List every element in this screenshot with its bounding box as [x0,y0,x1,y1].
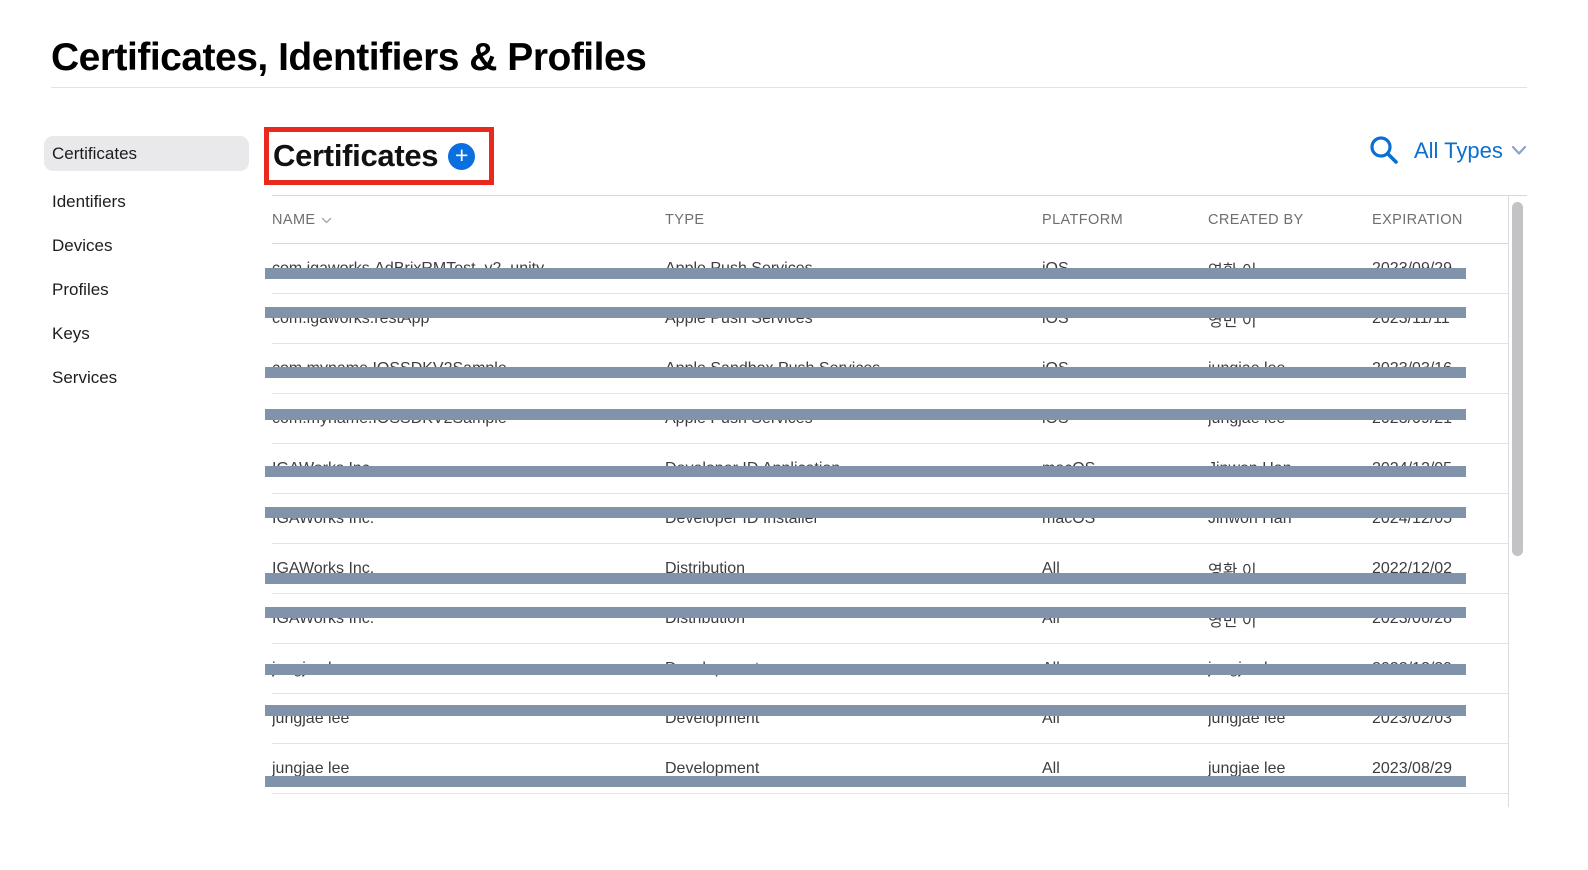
cell-name: jungjae lee [272,709,350,727]
cell-name: com.igaworks.AdBrixRMTest_v2_unity [272,259,545,277]
redaction-bar [265,776,1466,787]
table-row[interactable]: com.igaworks.AdBrixRMTest_v2_unity Apple… [265,244,1508,294]
cell-created-by: 영빈 이 [1208,312,1257,330]
search-button[interactable] [1368,134,1400,169]
cell-name: IGAWorks Inc. [272,609,375,627]
cell-type: Developer ID Application [665,459,841,477]
sidebar-item-keys[interactable]: Keys [52,323,90,343]
cell-expiration: 2023/09/29 [1372,259,1453,277]
cell-created-by: 영빈 이 [1208,612,1257,630]
cell-platform: iOS [1042,409,1069,427]
cell-platform: All [1042,609,1060,627]
table-row[interactable]: IGAWorks Inc. Developer ID Installer mac… [265,494,1508,544]
cell-created-by: 영환 이 [1208,562,1257,580]
scrollbar-thumb[interactable] [1512,202,1523,556]
certificates-table: NAME TYPE PLATFORM CREATED BY EXPIRATION com… [265,195,1527,807]
cell-created-by: jungjae lee [1208,759,1286,777]
cell-type: Development [665,759,760,777]
type-filter-dropdown[interactable]: All Types [1414,138,1527,164]
cell-platform: All [1042,709,1060,727]
table-row[interactable]: jungjae lee Development All jungjae lee … [265,744,1508,794]
annotation-highlight-box: Certificates + [264,127,494,185]
cell-expiration: 2023/11/11 [1372,309,1450,327]
cell-name: com.myname.IOSSDKV2Sample [272,409,507,427]
cell-platform: iOS [1042,309,1069,327]
cell-expiration: 2022/12/02 [1372,559,1453,577]
cell-type: Apple Push Services [665,259,813,277]
sidebar-item-certificates[interactable]: Certificates [44,136,249,171]
table-row[interactable]: IGAWorks Inc. Distribution All 영환 이 2022… [265,544,1508,594]
cell-platform: All [1042,559,1060,577]
cell-created-by: jungjae lee [1208,709,1286,727]
table-row[interactable]: IGAWorks Inc. Developer ID Application m… [265,444,1508,494]
table-row[interactable]: com.igaworks.restApp Apple Push Services… [265,294,1508,344]
section-heading: Certificates [273,138,439,173]
toolbar: All Types [1368,133,1527,169]
page-title: Certificates, Identifiers & Profiles [51,36,647,79]
table-header-row: NAME TYPE PLATFORM CREATED BY EXPIRATION [272,196,1508,244]
cell-platform: iOS [1042,359,1069,377]
sidebar: Certificates Identifiers Devices Profiles Ke… [44,136,249,400]
sort-chevron-icon [321,212,332,228]
cell-expiration: 2023/06/28 [1372,609,1453,627]
table-row[interactable]: jungjae lee Development All jungjae lee … [265,694,1508,744]
sidebar-item-devices[interactable]: Devices [52,235,113,255]
cell-name: jungjae lee [272,659,350,677]
cell-created-by: Jinwon Han [1208,509,1292,527]
table-row[interactable]: jungjae lee Development All jungjae lee … [265,644,1508,694]
column-header-platform: PLATFORM [1042,211,1124,228]
cell-type: Apple Push Services [665,309,813,327]
column-header-expiration: EXPIRATION [1372,211,1463,228]
cell-name: IGAWorks Inc. [272,509,375,527]
table-row[interactable]: IGAWorks Inc. Distribution All 영빈 이 2023… [265,594,1508,644]
cell-type: Distribution [665,559,746,577]
cell-expiration: 2024/12/05 [1372,459,1453,477]
cell-expiration: 2024/12/05 [1372,509,1453,527]
cell-created-by: jungjae lee [1208,659,1286,677]
cell-expiration: 2022/12/29 [1372,659,1453,677]
type-filter-value: All Types [1414,138,1503,163]
table-row[interactable]: com.myname.IOSSDKV2Sample Apple Push Ser… [265,394,1508,444]
cell-platform: iOS [1042,259,1069,277]
add-certificate-button[interactable]: + [448,142,476,170]
cell-expiration: 2023/08/29 [1372,759,1453,777]
cell-created-by: 영환 이 [1208,262,1257,280]
title-divider [51,87,1527,88]
cell-type: Development [665,709,760,727]
cell-name: com.igaworks.restApp [272,309,430,327]
cell-type: Apple Sandbox Push Services [665,359,881,377]
table-row[interactable]: com.myname.IOSSDKV2Sample Apple Sandbox … [265,344,1508,394]
cell-name: IGAWorks Inc. [272,559,375,577]
cell-created-by: Jinwon Han [1208,459,1292,477]
sidebar-item-profiles[interactable]: Profiles [52,279,109,299]
certificates-table-body: com.igaworks.AdBrixRMTest_v2_unity Apple… [265,244,1527,794]
cell-type: Development [665,659,760,677]
cell-name: IGAWorks Inc. [272,459,375,477]
chevron-down-icon [1511,144,1527,159]
scrollbar-divider [1508,196,1509,807]
cell-created-by: jungjae lee [1208,359,1286,377]
cell-platform: macOS [1042,459,1096,477]
column-header-type: TYPE [665,211,705,228]
column-header-name[interactable]: NAME [272,212,665,228]
cell-type: Developer ID Installer [665,509,819,527]
cell-name: jungjae lee [272,759,350,777]
cell-type: Distribution [665,609,746,627]
cell-expiration: 2023/09/21 [1372,409,1453,427]
sidebar-item-identifiers[interactable]: Identifiers [52,191,126,211]
cell-platform: macOS [1042,509,1096,527]
search-icon [1368,134,1400,169]
cell-platform: All [1042,659,1060,677]
cell-created-by: jungjae lee [1208,409,1286,427]
cell-type: Apple Push Services [665,409,813,427]
cell-expiration: 2023/03/16 [1372,359,1453,377]
column-header-created-by: CREATED BY [1208,211,1304,228]
sidebar-item-services[interactable]: Services [52,367,118,387]
cell-expiration: 2023/02/03 [1372,709,1453,727]
cell-name: com.myname.IOSSDKV2Sample [272,359,507,377]
cell-platform: All [1042,759,1060,777]
